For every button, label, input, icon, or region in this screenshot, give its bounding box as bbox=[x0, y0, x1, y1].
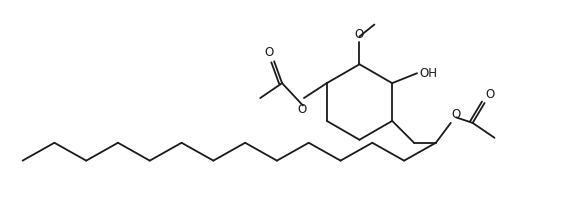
Text: OH: OH bbox=[419, 67, 437, 80]
Text: O: O bbox=[486, 88, 495, 101]
Text: O: O bbox=[452, 108, 461, 121]
Text: O: O bbox=[298, 103, 307, 116]
Text: O: O bbox=[264, 46, 273, 59]
Text: O: O bbox=[355, 28, 364, 41]
